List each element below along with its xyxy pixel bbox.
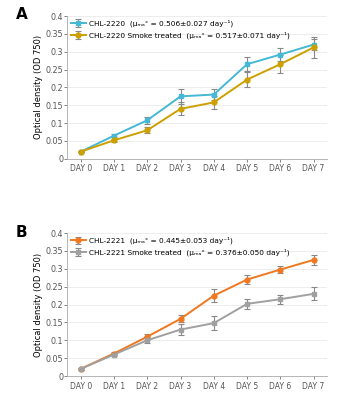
Text: A: A <box>16 8 27 22</box>
Legend: CHL-2220  (μₘₐˣ = 0.506±0.027 day⁻¹), CHL-2220 Smoke treated  (μₘₐˣ = 0.517±0.07: CHL-2220 (μₘₐˣ = 0.506±0.027 day⁻¹), CHL… <box>70 18 291 40</box>
Text: B: B <box>16 224 27 240</box>
Y-axis label: Optical density (OD 750): Optical density (OD 750) <box>34 35 43 140</box>
Y-axis label: Optical density (OD 750): Optical density (OD 750) <box>34 252 43 357</box>
Legend: CHL-2221  (μₘₐˣ = 0.445±0.053 day⁻¹), CHL-2221 Smoke treated  (μₘₐˣ = 0.376±0.05: CHL-2221 (μₘₐˣ = 0.445±0.053 day⁻¹), CHL… <box>70 235 291 258</box>
